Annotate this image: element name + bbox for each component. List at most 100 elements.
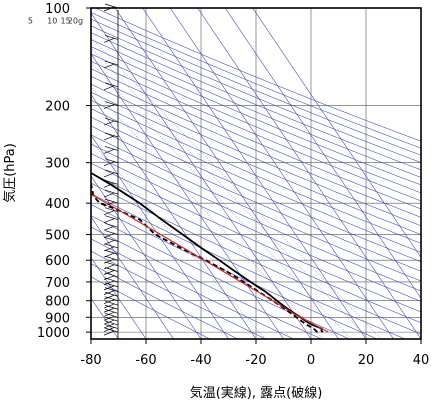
wind-barb xyxy=(103,201,115,207)
isotherm-line xyxy=(169,8,394,339)
y-tick-label: 300 xyxy=(45,157,70,172)
wind-barb xyxy=(103,38,115,43)
dry-adiabat-line xyxy=(91,238,294,339)
dry-adiabat-line xyxy=(91,46,421,186)
wind-barb xyxy=(103,218,115,224)
mixing-ratio-label: 15 xyxy=(61,16,71,25)
dry-adiabat-line xyxy=(91,32,421,171)
y-tick-label: 600 xyxy=(45,254,70,269)
dry-adiabat-line xyxy=(91,276,211,339)
wind-barb xyxy=(103,104,115,109)
y-tick-label: 400 xyxy=(45,197,70,212)
x-tick-label: -60 xyxy=(135,353,156,368)
wind-barb xyxy=(103,299,115,305)
reference-profile-line xyxy=(91,193,329,333)
wind-barb xyxy=(103,226,115,231)
mixing-ratio-labels: 15101520g xyxy=(28,16,83,25)
wind-barb xyxy=(103,330,115,336)
wind-barb xyxy=(103,161,115,166)
y-tick-label: 900 xyxy=(45,311,70,326)
dry-adiabat-line xyxy=(91,153,421,302)
dry-adiabat-line xyxy=(91,60,421,202)
mixing-ratio-label: 5 xyxy=(28,16,33,25)
dry-adiabat-line xyxy=(91,143,421,292)
wind-barb xyxy=(103,233,115,238)
wind-barb xyxy=(104,316,119,322)
dry-adiabat-line xyxy=(91,134,421,282)
wind-barb xyxy=(104,117,119,123)
y-tick-label: 500 xyxy=(45,229,70,244)
wind-barb xyxy=(103,85,115,91)
isotherm-line xyxy=(114,8,339,339)
wind-barb xyxy=(104,215,119,221)
x-axis-ticks: -80 -60 -40 -20 0 20 40 xyxy=(80,339,429,368)
wind-barb xyxy=(104,300,119,306)
dry-adiabat-line xyxy=(91,263,239,339)
x-tick-label: 20 xyxy=(358,353,375,368)
mixing-ratio-lines xyxy=(91,37,382,339)
dry-adiabat-line xyxy=(91,182,421,335)
wind-barb xyxy=(104,60,119,66)
y-tick-label: 700 xyxy=(45,276,70,291)
y-tick-label: 800 xyxy=(45,295,70,310)
isotherm-line xyxy=(224,8,421,299)
dry-adiabat-line xyxy=(91,116,421,263)
wind-barb xyxy=(104,261,119,267)
dry-adiabat-line xyxy=(91,25,421,163)
wind-barb xyxy=(104,223,119,228)
wind-barb-column xyxy=(103,3,119,339)
y-tick-label: 200 xyxy=(45,100,70,115)
wind-barb xyxy=(104,272,119,278)
x-axis-label: 気温(実線), 露点(破線) xyxy=(190,385,323,401)
wind-barb xyxy=(103,120,115,126)
wind-barb xyxy=(103,149,115,154)
wind-barb xyxy=(103,280,115,286)
wind-barb xyxy=(104,287,119,292)
wind-barb xyxy=(104,132,119,138)
dry-adiabat-line xyxy=(91,83,421,227)
wind-barb xyxy=(104,282,119,288)
wind-barb xyxy=(103,192,115,198)
mixing-ratio-line xyxy=(91,86,324,339)
mixing-ratio-label: 20g xyxy=(68,16,83,25)
isotherm-line xyxy=(91,216,174,339)
wind-barb xyxy=(104,327,119,333)
wind-barb xyxy=(103,210,115,216)
x-tick-label: 40 xyxy=(413,353,430,368)
dry-adiabat-line xyxy=(91,18,421,156)
x-tick-label: -40 xyxy=(190,353,211,368)
isotherm-line xyxy=(197,8,421,339)
wind-barb xyxy=(103,270,115,275)
wind-barb xyxy=(103,275,115,281)
wind-barb xyxy=(103,285,115,291)
wind-barb xyxy=(104,101,119,106)
mixing-ratio-line xyxy=(91,62,352,339)
wind-barb xyxy=(104,249,119,255)
x-tick-label: -20 xyxy=(245,353,266,368)
wind-barb xyxy=(104,277,119,283)
wind-barb xyxy=(104,320,119,326)
wind-barb xyxy=(104,180,119,185)
dry-adiabat-line xyxy=(91,193,406,339)
dry-adiabat-line xyxy=(91,172,421,324)
wind-barb xyxy=(104,296,119,302)
dry-adiabat-line xyxy=(91,68,421,210)
dry-adiabat-line xyxy=(91,108,421,253)
wind-barb xyxy=(104,189,119,195)
wind-barb xyxy=(104,146,119,151)
wind-barb xyxy=(103,183,115,188)
wind-barb xyxy=(104,198,119,204)
y-tick-label: 1000 xyxy=(37,326,70,341)
wind-barb xyxy=(104,237,119,242)
wind-barb xyxy=(104,291,119,297)
wind-barb xyxy=(103,303,115,309)
wind-barb xyxy=(104,243,119,249)
y-axis-label: 気圧(hPa) xyxy=(2,143,18,203)
sounding-series xyxy=(91,171,329,333)
wind-barb xyxy=(103,63,115,69)
wind-barb xyxy=(103,240,115,245)
dry-adiabat-line xyxy=(91,39,421,178)
mixing-ratio-label: 10 xyxy=(47,16,57,25)
